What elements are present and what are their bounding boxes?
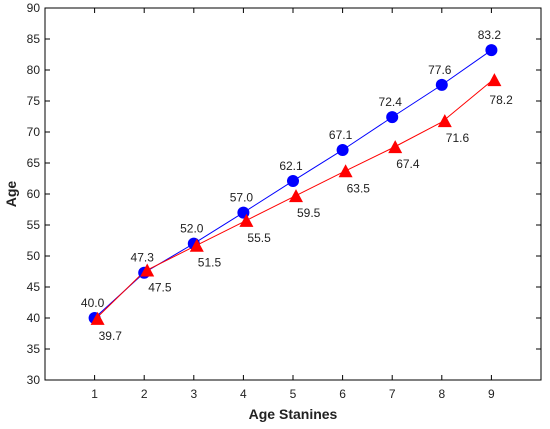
- data-label: 63.5: [347, 181, 371, 195]
- y-tick-label: 70: [27, 125, 41, 139]
- x-tick-label: 4: [240, 387, 247, 401]
- x-tick-label: 5: [290, 387, 297, 401]
- y-tick-label: 60: [27, 187, 41, 201]
- x-tick-label: 9: [488, 387, 495, 401]
- x-tick-label: 7: [389, 387, 396, 401]
- data-label: 52.0: [180, 222, 204, 236]
- triangle-marker: [289, 189, 303, 203]
- y-tick-label: 55: [27, 218, 41, 232]
- y-tick-label: 45: [27, 280, 41, 294]
- circle-marker: [386, 111, 399, 124]
- data-label: 51.5: [198, 256, 222, 270]
- x-axis-title: Age Stanines: [249, 406, 338, 422]
- triangle-marker: [239, 213, 254, 227]
- y-tick-label: 50: [27, 249, 41, 263]
- triangle-marker: [90, 311, 105, 325]
- triangle-marker: [338, 164, 353, 178]
- circle-marker: [485, 44, 498, 57]
- plot-frame: [44, 7, 542, 381]
- y-tick-label: 80: [27, 63, 41, 77]
- data-label: 72.4: [379, 95, 403, 109]
- y-tick-label: 65: [27, 156, 41, 170]
- data-label: 77.6: [428, 63, 452, 77]
- triangle-marker: [388, 140, 403, 154]
- series-markers: [88, 44, 502, 325]
- triangle-marker: [437, 114, 452, 128]
- x-tick-label: 8: [438, 387, 445, 401]
- y-axis-title: Age: [3, 181, 19, 208]
- data-label: 67.1: [329, 128, 353, 142]
- y-tick-label: 35: [27, 342, 41, 356]
- data-label: 78.2: [489, 93, 513, 107]
- data-label: 83.2: [478, 28, 502, 42]
- data-label: 39.7: [99, 329, 123, 343]
- y-tick-label: 90: [27, 1, 41, 15]
- y-tick-label: 85: [27, 32, 41, 46]
- data-label: 59.5: [297, 206, 321, 220]
- triangle-marker: [487, 73, 502, 87]
- data-labels: 40.0 47.3 52.0 57.0 62.1 67.1 72.4 77.6 83.2 39.7…: [81, 28, 513, 343]
- data-label: 47.3: [131, 251, 155, 265]
- y-tick-label: 30: [27, 373, 41, 387]
- circle-marker: [287, 174, 299, 187]
- x-tick-label: 6: [339, 387, 346, 401]
- data-label: 40.0: [81, 296, 105, 310]
- data-label: 47.5: [148, 281, 172, 295]
- data-label: 67.4: [396, 157, 420, 171]
- x-tick-label: 2: [141, 387, 148, 401]
- y-tick-label: 40: [27, 311, 41, 325]
- triangle-marker: [140, 263, 155, 277]
- x-tick-label: 3: [190, 387, 197, 401]
- circle-marker: [336, 143, 349, 156]
- x-tick-label: 1: [91, 387, 98, 401]
- y-tick-label: 75: [27, 94, 41, 108]
- triangle-marker: [189, 238, 204, 252]
- data-label: 71.6: [446, 131, 470, 145]
- data-label: 55.5: [247, 231, 271, 245]
- data-label: 57.0: [230, 191, 254, 205]
- data-label: 62.1: [279, 159, 303, 173]
- circle-marker: [435, 78, 448, 91]
